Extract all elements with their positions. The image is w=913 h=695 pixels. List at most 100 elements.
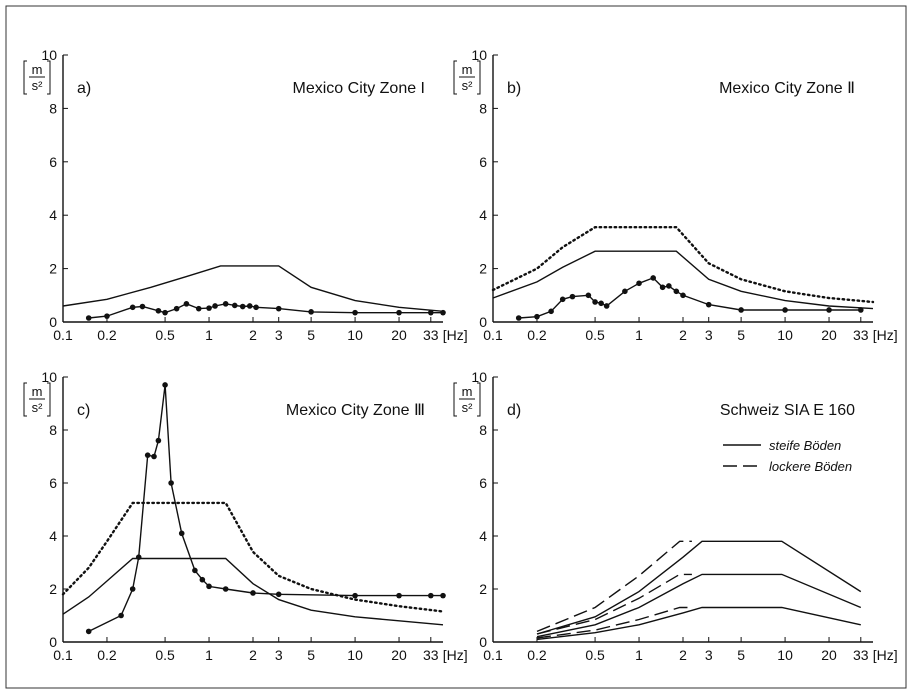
x-tick-label: 5 (307, 327, 315, 343)
data-point (275, 591, 282, 598)
data-point (162, 309, 168, 316)
data-point (396, 592, 402, 599)
y-unit-denominator: s² (462, 78, 474, 93)
data-point (162, 382, 168, 388)
data-point (129, 586, 136, 592)
data-point (782, 307, 788, 313)
x-tick-label: 20 (821, 647, 837, 663)
x-tick-label: 5 (737, 647, 745, 663)
data-point (253, 304, 259, 311)
data-point (534, 313, 540, 320)
data-point (592, 299, 598, 305)
y-unit-numerator: m (32, 384, 43, 399)
x-tick-label: 20 (821, 327, 837, 343)
y-tick-label: 10 (41, 47, 57, 63)
series-line-4 (536, 540, 692, 633)
data-point (192, 567, 198, 574)
series-line-3 (88, 384, 443, 633)
y-tick-label: 4 (479, 528, 487, 544)
data-point (659, 284, 666, 291)
panel-label: a) (77, 80, 91, 97)
series-line-5 (536, 573, 692, 635)
x-tick-label: 20 (391, 647, 407, 663)
y-tick-label: 0 (479, 314, 487, 330)
data-point (183, 301, 190, 307)
x-unit-label: [Hz] (873, 327, 898, 343)
x-tick-label: 0.1 (483, 327, 503, 343)
data-point (246, 303, 253, 309)
panel-label: b) (507, 80, 521, 97)
x-tick-label: 0.5 (585, 327, 605, 343)
x-tick-label: 0.5 (155, 647, 175, 663)
y-unit-label: ms² (23, 382, 51, 417)
y-tick-label: 8 (479, 100, 487, 116)
y-tick-label: 8 (49, 422, 57, 438)
y-unit-label: ms² (453, 382, 481, 417)
x-tick-label: 1 (205, 647, 213, 663)
x-tick-label: 10 (777, 327, 793, 343)
x-tick-label: 1 (635, 327, 643, 343)
data-point (622, 288, 628, 295)
data-point (427, 592, 434, 599)
chart-title: Schweiz SIA E 160 (720, 402, 855, 419)
x-unit-label: [Hz] (443, 327, 468, 343)
data-point (673, 288, 680, 295)
series-line-2 (88, 303, 443, 319)
y-unit-bracket-left (23, 382, 27, 417)
series-line-2 (492, 250, 874, 310)
x-tick-label: 10 (347, 647, 363, 663)
x-tick-label: 0.1 (53, 647, 73, 663)
x-tick-label: 5 (307, 647, 315, 663)
data-point (206, 583, 212, 590)
y-unit-numerator: m (32, 62, 43, 77)
data-point (275, 305, 282, 312)
x-tick-label: 10 (347, 327, 363, 343)
data-point (195, 305, 202, 312)
data-point (515, 315, 522, 321)
x-tick-label: 33 (423, 327, 439, 343)
y-unit-denominator: s² (462, 400, 474, 415)
y-tick-label: 4 (49, 528, 57, 544)
data-point (598, 300, 604, 307)
x-tick-label: 1 (635, 647, 643, 663)
data-point (85, 628, 92, 635)
panel-label: d) (507, 402, 521, 419)
data-point (826, 307, 832, 313)
x-tick-label: 2 (679, 647, 687, 663)
x-tick-label: 2 (679, 327, 687, 343)
data-point (231, 302, 238, 309)
y-tick-label: 6 (49, 154, 57, 170)
data-point (212, 303, 218, 309)
x-tick-label: 0.2 (527, 327, 547, 343)
y-tick-label: 10 (471, 369, 487, 385)
x-unit-label: [Hz] (443, 647, 468, 663)
x-tick-label: 5 (737, 327, 745, 343)
y-unit-bracket-right (477, 382, 481, 417)
x-tick-label: 33 (853, 327, 869, 343)
y-unit-bracket-right (47, 60, 51, 95)
data-point (440, 592, 446, 599)
data-point (139, 303, 146, 310)
data-point (559, 296, 566, 303)
data-point (199, 576, 206, 583)
data-point (666, 283, 672, 289)
x-tick-label: 3 (705, 647, 713, 663)
y-tick-label: 8 (479, 422, 487, 438)
data-point (680, 292, 686, 299)
figure-frame (5, 5, 907, 689)
y-tick-label: 0 (479, 634, 487, 650)
series-line-1 (61, 501, 445, 613)
y-tick-label: 6 (49, 475, 57, 491)
y-tick-label: 6 (479, 475, 487, 491)
data-point (155, 437, 162, 444)
y-unit-bracket-left (23, 60, 27, 95)
data-point (352, 309, 358, 316)
chart-title: Mexico City Zone I (293, 80, 425, 97)
data-point (129, 304, 136, 311)
x-tick-label: 0.5 (585, 647, 605, 663)
y-tick-label: 2 (479, 261, 487, 277)
